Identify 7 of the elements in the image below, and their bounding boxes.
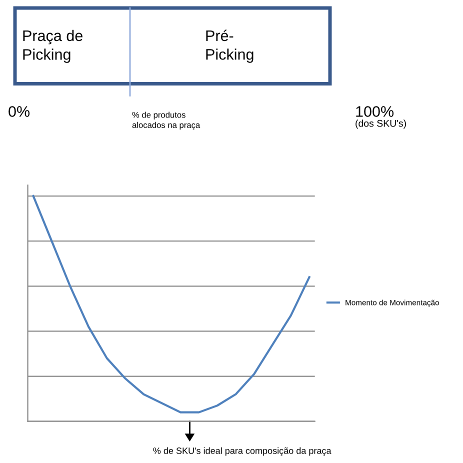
text: Praça de Picking bbox=[23, 30, 82, 63]
text: % de produtos alocados na praça bbox=[132, 112, 200, 130]
text: 100% bbox=[356, 106, 394, 117]
text: 0% bbox=[8, 106, 30, 117]
text: % de SKU's ideal para composição da praça bbox=[153, 447, 332, 456]
text: (dos SKU's) bbox=[356, 120, 406, 129]
text: Pré-Picking bbox=[206, 30, 254, 63]
